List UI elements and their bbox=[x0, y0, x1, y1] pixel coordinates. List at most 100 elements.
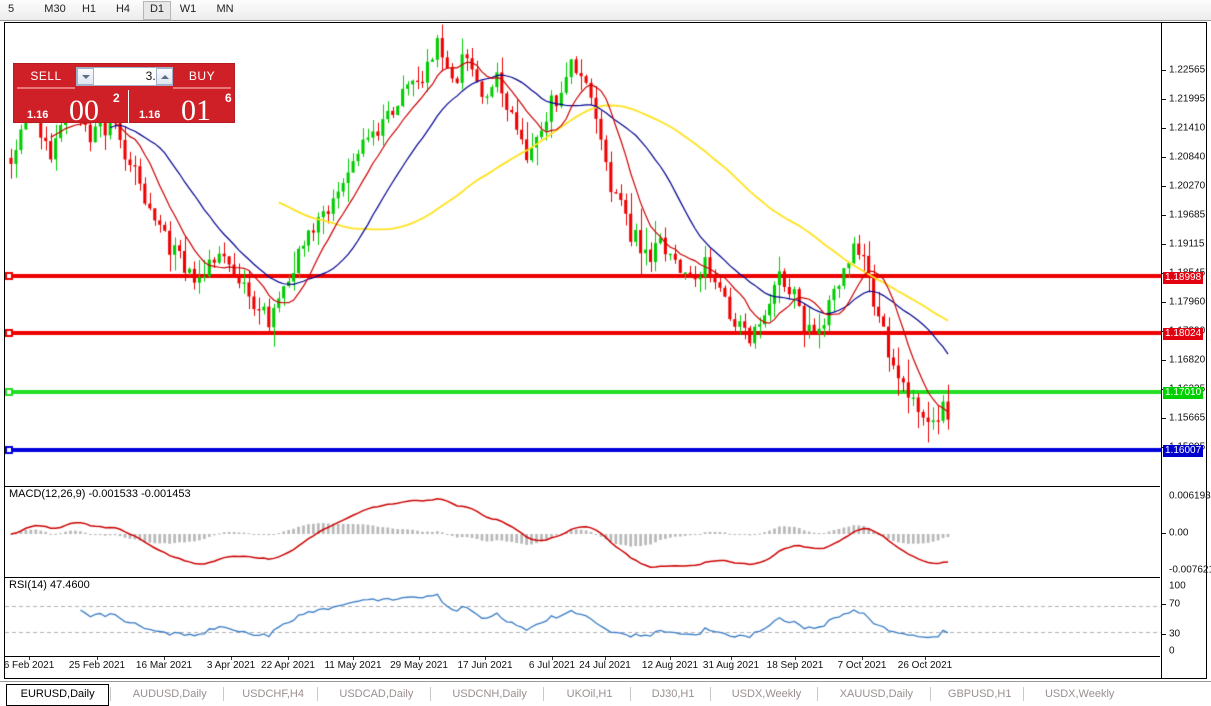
date-tick bbox=[795, 657, 796, 660]
date-axis-label: 6 Jul 2021 bbox=[528, 660, 576, 671]
rsi-axis-label: 100 bbox=[1169, 580, 1186, 592]
tab-separator bbox=[223, 687, 225, 701]
chart-tab-xauusd-daily[interactable]: XAUUSD,Daily bbox=[839, 688, 914, 700]
date-axis-label: 16 Mar 2021 bbox=[135, 660, 193, 671]
price-level-badge-support[interactable]: 1.17010 bbox=[1163, 387, 1204, 399]
price-tick bbox=[1162, 418, 1166, 419]
price-tick bbox=[1162, 244, 1166, 245]
buy-price-fraction: 6 bbox=[225, 91, 232, 105]
date-axis: 6 Feb 2021 25 Feb 2021 16 Mar 2021 3 Apr 20… bbox=[4, 656, 1160, 680]
price-tick bbox=[1162, 186, 1166, 187]
chevron-down-icon bbox=[82, 75, 90, 79]
tab-separator bbox=[430, 687, 431, 701]
chart-tab-dj30-h1[interactable]: DJ30,H1 bbox=[651, 688, 695, 700]
chart-tab-usdx-weekly[interactable]: USDX,Weekly bbox=[731, 688, 802, 700]
sell-price-display[interactable]: 1.16 00 2 bbox=[17, 90, 125, 123]
sell-price-main: 00 bbox=[69, 94, 99, 123]
buy-price-prefix: 1.16 bbox=[139, 109, 161, 121]
tab-separator bbox=[1023, 687, 1025, 701]
timeframe-m30[interactable]: M30 bbox=[44, 3, 66, 15]
date-tick bbox=[97, 657, 98, 660]
buy-price-display[interactable]: 1.16 01 6 bbox=[128, 90, 237, 123]
rsi-axis-label: 70 bbox=[1169, 598, 1181, 610]
macd-pane[interactable]: MACD(12,26,9) -0.001533 -0.001453 bbox=[5, 486, 1162, 577]
one-click-trading-panel[interactable]: SELL 3.00 BUY 1.16 00 2 1.16 01 6 bbox=[13, 63, 235, 123]
sell-price-fraction: 2 bbox=[113, 91, 120, 105]
chart-window: ▲EURUSD,Daily 1.15903 1.16081 1.15853 1.… bbox=[4, 22, 1211, 680]
date-axis-label: 7 Oct 2021 bbox=[837, 660, 887, 671]
buy-price-main: 01 bbox=[181, 94, 211, 123]
date-tick bbox=[164, 657, 165, 660]
price-axis-label: 1.19685 bbox=[1169, 209, 1206, 221]
chart-tab-bar: EURUSD,Daily AUDUSD,Daily USDCHF,H4 USDCAD,… bbox=[0, 681, 1211, 706]
macd-caption: MACD(12,26,9) -0.001533 -0.001453 bbox=[9, 488, 191, 500]
tab-separator bbox=[816, 687, 818, 701]
date-axis-label: 18 Sep 2021 bbox=[766, 660, 824, 671]
date-tick bbox=[862, 657, 863, 660]
macd-axis-label: -0.007621 bbox=[1169, 564, 1211, 576]
date-axis-label: 26 Oct 2021 bbox=[897, 660, 953, 671]
rsi-tick bbox=[1162, 604, 1166, 605]
date-axis-label: 12 Aug 2021 bbox=[641, 660, 699, 671]
sell-price-prefix: 1.16 bbox=[27, 109, 49, 121]
sell-button[interactable]: SELL bbox=[17, 66, 75, 89]
chart-tab-usdcnh-daily[interactable]: USDCNH,Daily bbox=[452, 688, 527, 700]
price-axis[interactable]: 1.22565 1.21995 1.21410 1.20840 1.20270 1.196… bbox=[1161, 23, 1211, 678]
date-tick bbox=[552, 657, 553, 660]
price-axis-label: 1.22565 bbox=[1169, 64, 1206, 76]
date-axis-label: 24 Jul 2021 bbox=[579, 660, 631, 671]
date-tick bbox=[605, 657, 606, 660]
price-axis-label: 1.19115 bbox=[1169, 238, 1205, 250]
volume-decrease-button[interactable] bbox=[77, 68, 94, 85]
timeframe-d1[interactable]: D1 bbox=[143, 1, 171, 20]
chart-tab-usdcad-daily[interactable]: USDCAD,Daily bbox=[339, 688, 414, 700]
chart-tab-audusd-daily[interactable]: AUDUSD,Daily bbox=[132, 688, 207, 700]
price-axis-label: 1.20270 bbox=[1169, 180, 1206, 192]
date-tick bbox=[670, 657, 671, 660]
price-tick bbox=[1162, 302, 1166, 303]
date-tick bbox=[288, 657, 289, 660]
rsi-axis-label: 0 bbox=[1169, 645, 1175, 657]
price-level-badge-resistance[interactable]: 1.18024 bbox=[1163, 328, 1204, 340]
volume-increase-button[interactable] bbox=[156, 68, 173, 85]
date-axis-label: 22 Apr 2021 bbox=[261, 660, 315, 671]
price-tick bbox=[1162, 360, 1166, 361]
timeframe-w1[interactable]: W1 bbox=[179, 3, 197, 15]
timeframe-h1[interactable]: H1 bbox=[81, 3, 97, 15]
date-tick bbox=[485, 657, 486, 660]
date-axis-label: 31 Aug 2021 bbox=[702, 660, 760, 671]
date-axis-label: 17 Jun 2021 bbox=[457, 660, 513, 671]
price-level-badge-resistance[interactable]: 1.18998 bbox=[1163, 272, 1204, 284]
date-tick bbox=[419, 657, 420, 660]
macd-axis-label: 0.00 bbox=[1169, 527, 1189, 539]
date-tick bbox=[353, 657, 354, 660]
rsi-tick bbox=[1162, 634, 1166, 635]
buy-button[interactable]: BUY bbox=[173, 66, 231, 89]
date-tick bbox=[731, 657, 732, 660]
tab-separator bbox=[630, 687, 631, 701]
macd-axis-label: 0.006193 bbox=[1169, 490, 1211, 502]
chart-tab-gbpusd-h1[interactable]: GBPUSD,H1 bbox=[947, 688, 1012, 700]
price-tick bbox=[1162, 215, 1166, 216]
timeframe-5[interactable]: 5 bbox=[7, 3, 15, 15]
price-axis-label: 1.21995 bbox=[1169, 93, 1206, 105]
chart-tab-ukoil-h1[interactable]: UKOil,H1 bbox=[566, 688, 613, 700]
timeframe-toolbar: 5 M30 H1 H4 D1 W1 MN bbox=[0, 0, 1211, 21]
date-axis-label: 3 Apr 2021 bbox=[206, 660, 256, 671]
timeframe-mn[interactable]: MN bbox=[216, 3, 234, 15]
price-level-badge-current[interactable]: 1.16007 bbox=[1163, 445, 1204, 457]
tab-separator bbox=[316, 687, 318, 701]
macd-canvas bbox=[5, 487, 1162, 576]
tab-separator bbox=[710, 687, 712, 701]
price-tick bbox=[1162, 128, 1166, 129]
price-axis-label: 1.21410 bbox=[1169, 122, 1206, 134]
rsi-pane[interactable]: RSI(14) 47.4600 bbox=[5, 577, 1162, 656]
date-tick bbox=[231, 657, 232, 660]
timeframe-h4[interactable]: H4 bbox=[115, 3, 131, 15]
date-axis-label: 25 Feb 2021 bbox=[68, 660, 126, 671]
macd-tick bbox=[1162, 533, 1166, 534]
date-axis-label: 11 May 2021 bbox=[324, 660, 382, 671]
chart-tab-usdx-weekly[interactable]: USDX,Weekly bbox=[1044, 688, 1115, 700]
chart-tab-eurusd-daily[interactable]: EURUSD,Daily bbox=[6, 684, 110, 706]
chart-tab-usdchf-h4[interactable]: USDCHF,H4 bbox=[242, 688, 304, 700]
